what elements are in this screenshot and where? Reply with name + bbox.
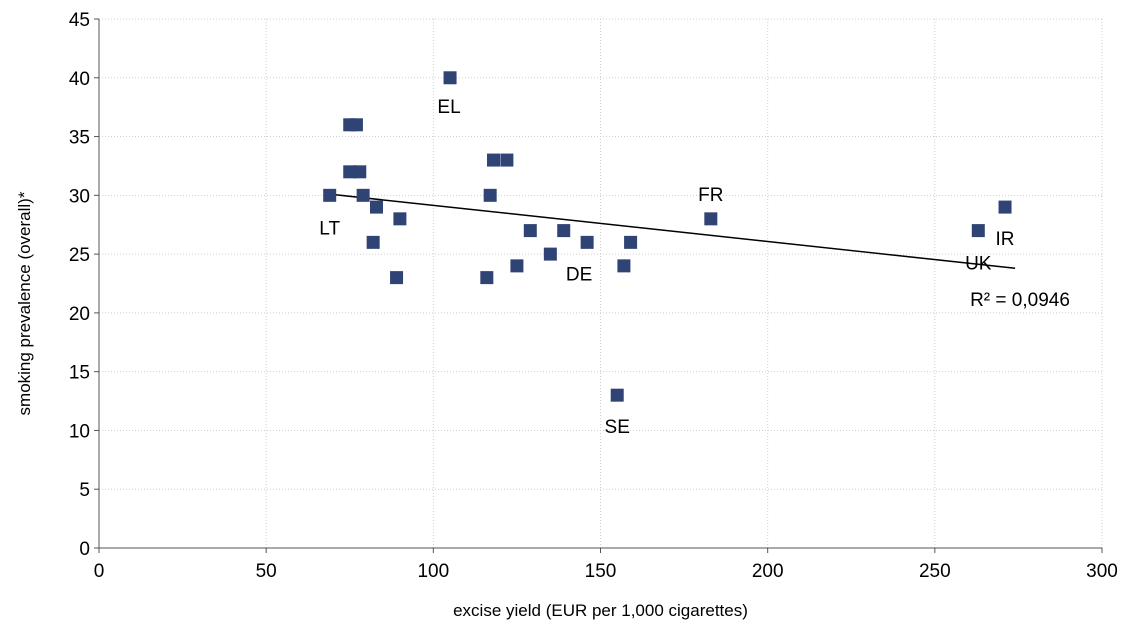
data-point xyxy=(580,235,594,249)
data-point xyxy=(369,200,383,214)
data-point xyxy=(356,188,370,202)
data-point xyxy=(543,247,557,261)
y-tick-label: 10 xyxy=(69,421,90,442)
y-axis-title: smoking prevalence (overall)* xyxy=(15,191,34,415)
data-point xyxy=(366,235,380,249)
x-tick-label: 300 xyxy=(1086,561,1118,582)
data-point xyxy=(393,212,407,226)
y-tick-label: 35 xyxy=(69,128,90,149)
point-label: DE xyxy=(566,264,592,285)
data-point xyxy=(443,71,457,85)
x-tick-label: 150 xyxy=(585,561,617,582)
y-tick-label: 45 xyxy=(69,10,90,31)
x-tick-label: 100 xyxy=(417,561,449,582)
r-squared-label: R² = 0,0946 xyxy=(970,290,1070,311)
x-tick-label: 0 xyxy=(94,561,105,582)
data-point xyxy=(704,212,718,226)
point-label: SE xyxy=(605,417,630,438)
data-point xyxy=(510,259,524,273)
data-point xyxy=(487,153,501,167)
data-point xyxy=(998,200,1012,214)
data-point xyxy=(480,271,494,285)
data-point xyxy=(971,224,985,238)
point-label: LT xyxy=(319,218,340,239)
point-label: UK xyxy=(965,254,992,275)
data-point xyxy=(500,153,514,167)
trendline xyxy=(329,193,1016,269)
data-point xyxy=(390,271,404,285)
data-point xyxy=(557,224,571,238)
x-tick-label: 50 xyxy=(256,561,277,582)
y-tick-label: 15 xyxy=(69,363,90,384)
y-tick-label: 25 xyxy=(69,245,90,266)
trendline-group xyxy=(329,193,1016,269)
data-point xyxy=(353,165,367,179)
data-point xyxy=(323,188,337,202)
data-points xyxy=(323,71,1012,402)
data-point xyxy=(523,224,537,238)
y-tick-label: 30 xyxy=(69,186,90,207)
data-point xyxy=(610,388,624,402)
data-point xyxy=(349,118,363,132)
y-tick-label: 5 xyxy=(79,480,90,501)
data-point xyxy=(624,235,638,249)
axes: 0 5 10 15 20 25 30 35 40 45 0 50 100 150 200 250 300 xyxy=(69,10,1118,582)
x-axis-title: excise yield (EUR per 1,000 cigarettes) xyxy=(453,601,748,620)
grid-lines xyxy=(99,18,1103,548)
data-point xyxy=(483,188,497,202)
x-tick-label: 200 xyxy=(752,561,784,582)
y-tick-label: 20 xyxy=(69,304,90,325)
point-label: EL xyxy=(437,97,460,118)
data-point xyxy=(343,165,357,179)
point-label: FR xyxy=(698,185,723,206)
y-tick-label: 0 xyxy=(79,539,90,560)
point-label: IR xyxy=(996,229,1015,250)
y-tick-label: 40 xyxy=(69,69,90,90)
data-point xyxy=(617,259,631,273)
x-tick-label: 250 xyxy=(919,561,951,582)
